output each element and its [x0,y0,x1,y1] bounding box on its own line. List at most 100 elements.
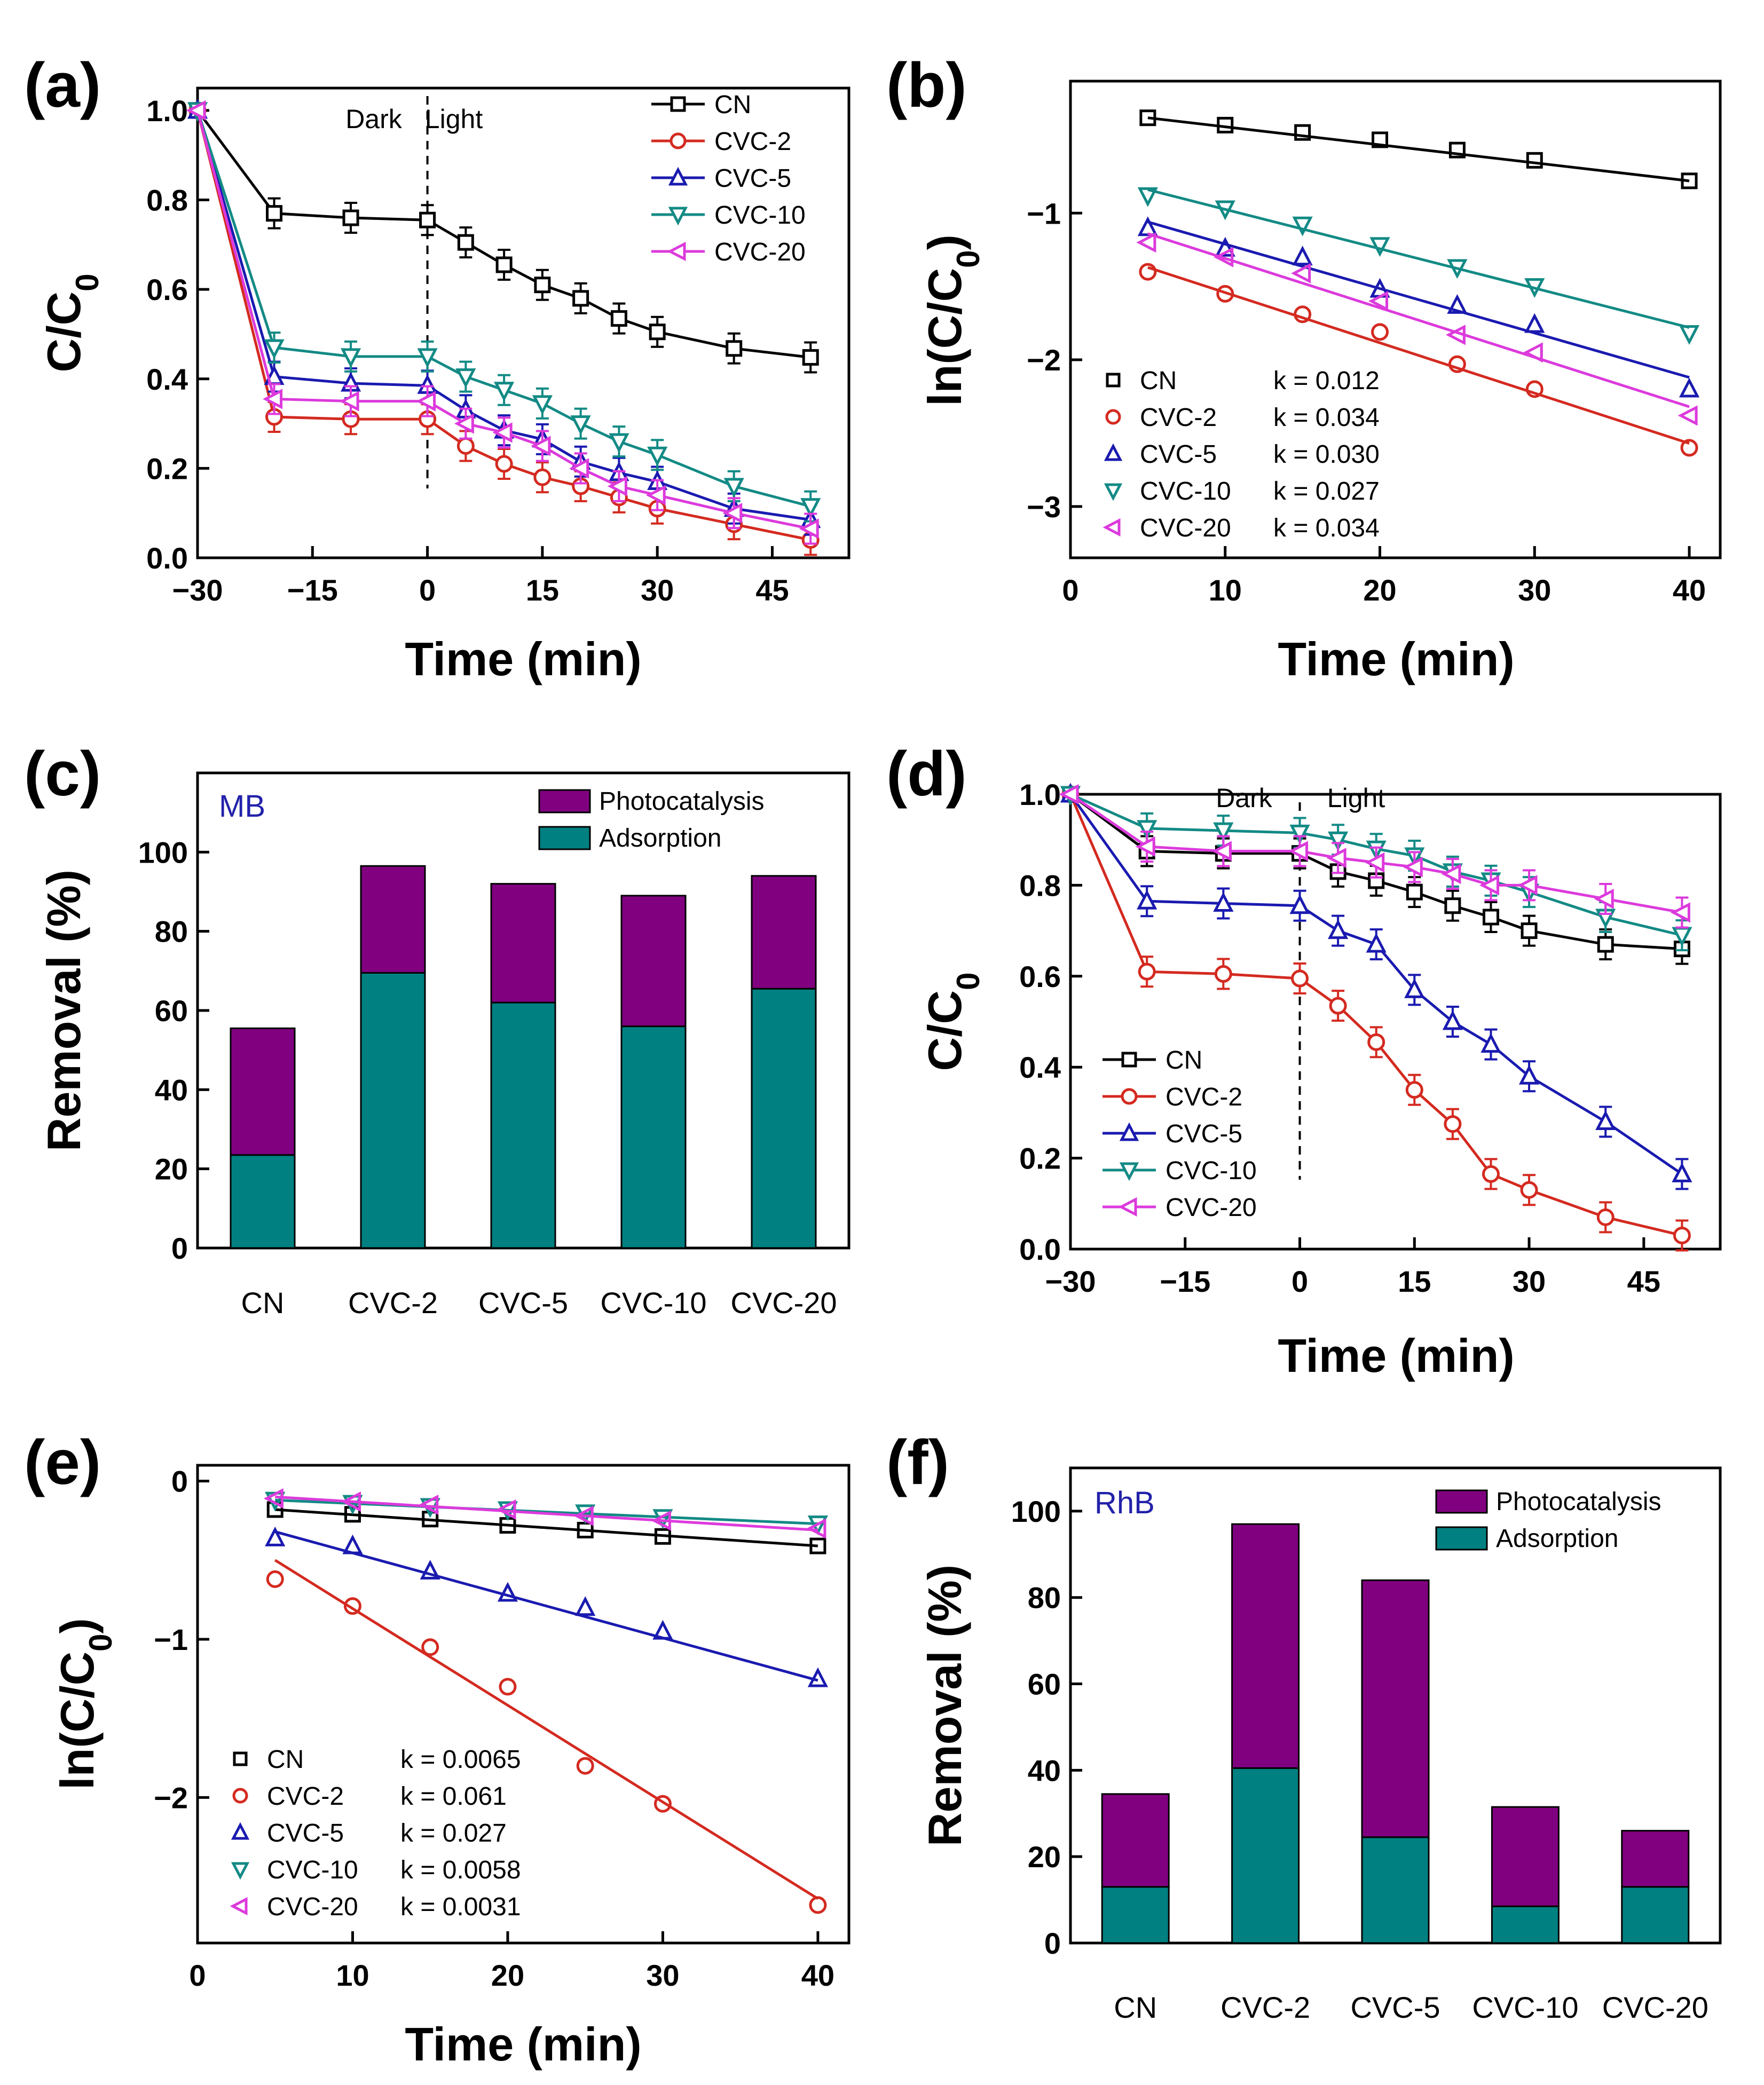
data-point [1214,965,1232,983]
legend: CN CVC-2 CVC-5 CVC-10 CVC-20 [1102,1046,1257,1222]
data-point [1445,325,1466,345]
data-point [1294,124,1311,141]
data-point [1479,875,1499,896]
data-point [1294,305,1312,323]
legend-swatch [1435,1526,1488,1551]
data-point [575,1596,596,1616]
x-tick-label: −30 [172,573,223,607]
x-tick-label: 10 [1209,573,1242,607]
y-axis-title: Removal (%) [37,870,90,1151]
fit-line [1147,266,1690,445]
panel-e: 0 −1 −2 0 10 20 30 40 (e) Time (min) ln(C/C0) CN k =… [24,1427,850,2071]
y-tick-label: 100 [138,835,188,869]
legend-label: Photocatalysis [1496,1488,1661,1516]
bar-photocatalysis [1491,1806,1560,1907]
data-point [1406,883,1423,901]
data-point [1405,1081,1423,1099]
legend-item: CVC-10 [651,201,806,230]
data-point [456,437,475,455]
x-axis-title: Time (min) [1278,1329,1514,1382]
data-point [455,368,476,389]
data-point [1138,962,1156,981]
bar-adsorption [1491,1905,1560,1944]
data-point [1371,323,1389,341]
legend-item: CVC-20 [1102,1194,1257,1222]
bar-adsorption [1361,1836,1430,1944]
y-tick-label: 0 [171,1465,188,1498]
data-point [1482,909,1499,926]
data-point [263,1488,284,1509]
fit-line [1147,188,1690,329]
data-point [1215,200,1235,220]
legend-label: CVC-5 [1140,440,1217,469]
data-point [266,1570,284,1588]
x-tick-label: 40 [801,1958,834,1992]
legend-marker [1104,483,1123,501]
bar-photocatalysis [1101,1793,1170,1888]
y-axis-title: C/C0 [918,973,986,1071]
legend-item: CVC-20 k = 0.034 [1102,514,1380,542]
legend: Photocatalysis Adsorption [538,787,765,852]
legend-label: CVC-10 [1140,477,1231,506]
bar-adsorption [490,1001,556,1249]
y-tick-label: 0.0 [146,541,188,575]
data-point [496,1499,516,1520]
legend-item: CVC-5 [1102,1120,1242,1148]
bar-group-cvc-10 [1491,1806,1560,1944]
y-tick-label: 1.0 [146,94,188,128]
data-point [1523,342,1543,363]
data-point [1059,784,1079,805]
legend-rate-constant: k = 0.0058 [400,1856,521,1884]
legend-rate-constant: k = 0.027 [1273,477,1380,506]
dark-annotation: Dark [345,104,403,134]
bar-adsorption [1231,1767,1300,1944]
data-point [1216,285,1234,303]
category-label: CVC-2 [1220,1991,1310,2024]
legend-label: CVC-10 [714,201,806,230]
series-cn [1139,109,1698,189]
legend-label: CVC-2 [1140,404,1217,432]
y-tick-label: 1.0 [1019,778,1061,811]
data-point [722,503,743,524]
legend-label: CVC-5 [1166,1120,1242,1148]
series-cvc-10 [1137,187,1700,345]
legend-swatch [1435,1489,1488,1514]
legend-marker [1121,1088,1138,1105]
bar-group-cvc-5 [490,883,556,1249]
legend-label: CN [267,1746,304,1774]
data-point [531,436,551,456]
data-point [1368,291,1389,312]
legend-label: CN [1166,1046,1202,1075]
data-point [1137,216,1158,236]
legend: Photocatalysis Adsorption [1435,1488,1661,1553]
data-point [1137,187,1158,207]
light-annotation: Light [1327,783,1385,813]
series-cvc-5 [1060,783,1692,1190]
legend-rate-constant: k = 0.030 [1273,440,1380,469]
data-point [343,1597,361,1615]
fit-line [1147,232,1690,408]
data-point [647,446,668,467]
data-point [609,433,629,453]
data-point [1292,216,1313,236]
data-point [1679,325,1700,345]
x-tick-label: 20 [491,1958,524,1992]
series-line [1069,793,1682,914]
legend-label: Adsorption [599,824,721,852]
data-point [1213,822,1234,842]
y-tick-label: −2 [154,1781,188,1814]
category-label: CN [1114,1991,1157,2024]
legend-label: CVC-2 [714,128,791,156]
x-tick-label: 45 [755,573,789,607]
data-point [1329,997,1347,1015]
data-point [1524,278,1545,298]
legend-marker [668,167,688,186]
data-point [1328,831,1349,851]
legend-marker [230,1897,248,1916]
data-point [1518,1064,1540,1085]
data-point [1448,141,1466,159]
data-point [806,1518,826,1539]
panel-d: 0.0 0.2 0.4 0.6 0.8 1.0 −30 −15 0 15 30 45 (d) Time (… [886,739,1722,1382]
legend-item: CVC-20 k = 0.0031 [230,1893,521,1921]
